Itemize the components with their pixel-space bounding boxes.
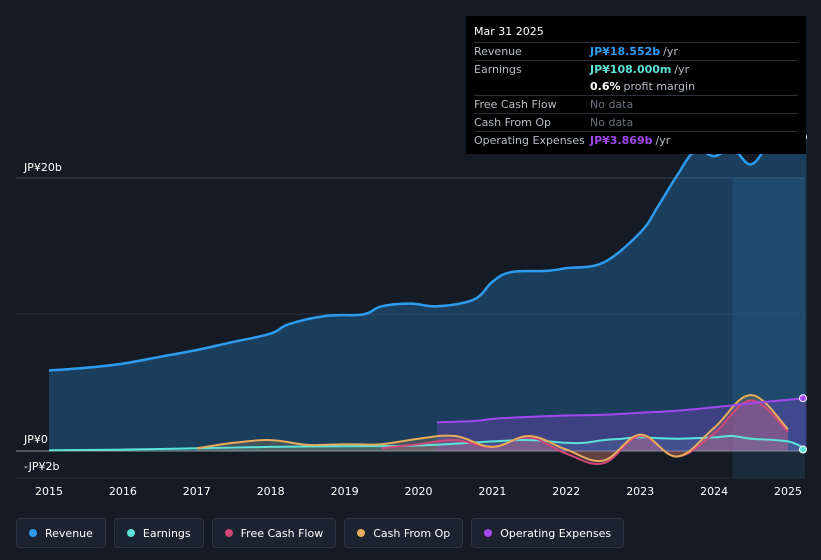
legend-label: Earnings [142, 526, 191, 540]
tooltip-unit: profit margin [623, 80, 696, 93]
x-tick-2024: 2024 [700, 485, 728, 498]
y-tick-zero: JP¥0 [23, 433, 48, 446]
legend-free-cash-flow[interactable]: Free Cash Flow [211, 518, 337, 548]
tooltip-unit: /yr [674, 63, 690, 76]
x-tick-2016: 2016 [109, 485, 137, 498]
forecast-highlight [732, 178, 805, 478]
tooltip-label: Operating Expenses [474, 134, 585, 147]
legend-label: Operating Expenses [500, 526, 612, 540]
x-tick-2017: 2017 [183, 485, 211, 498]
tooltip-value: No data [590, 116, 634, 129]
tooltip-date: Mar 31 2025 [474, 22, 798, 43]
legend-earnings[interactable]: Earnings [113, 518, 204, 548]
tooltip-value: No data [590, 98, 634, 111]
tooltip-label: Free Cash Flow [474, 98, 557, 111]
revenue-area [49, 136, 807, 452]
operating-expenses-end-marker [799, 394, 807, 403]
free-cash-flow-line [381, 399, 789, 465]
legend-label: Revenue [45, 526, 93, 540]
tooltip-row-revenue: Revenue JP¥18.552b /yr [474, 43, 798, 61]
x-tick-2023: 2023 [626, 485, 654, 498]
legend-dot [484, 529, 493, 537]
free-cash-flow-area [381, 400, 788, 465]
legend-dot [357, 529, 366, 537]
legend-dot [126, 529, 135, 537]
tooltip-row-earnings: Earnings JP¥108.000m /yr [474, 61, 798, 78]
tooltip-label: Revenue [474, 45, 522, 58]
tooltip-value: 0.6% [590, 80, 621, 93]
tooltip-value: JP¥108.000m [590, 63, 672, 76]
legend-dot [224, 529, 233, 537]
revenue-line [48, 135, 807, 372]
tooltip-label: Earnings [474, 63, 522, 76]
tooltip-value: JP¥3.869b [590, 134, 653, 147]
tooltip: Mar 31 2025 Revenue JP¥18.552b /yr Earni… [466, 16, 806, 154]
chart: JP¥20b JP¥0 -JP¥2b 2015 2016 2017 2018 2019 2… [16, 133, 807, 498]
x-tick-2021: 2021 [478, 485, 506, 498]
x-tick-2019: 2019 [331, 485, 359, 498]
x-tick-2020: 2020 [405, 485, 433, 498]
x-tick-2015: 2015 [35, 485, 63, 498]
cash-from-op-line [196, 393, 789, 463]
legend-revenue[interactable]: Revenue [16, 518, 106, 548]
operating-expenses-line [436, 397, 807, 424]
tooltip-unit: /yr [655, 134, 671, 147]
legend-cash-from-op[interactable]: Cash From Op [344, 518, 464, 548]
x-tick-2018: 2018 [257, 485, 285, 498]
legend-dot [29, 529, 37, 537]
legend-operating-expenses[interactable]: Operating Expenses [471, 518, 625, 548]
tooltip-label: Cash From Op [474, 116, 552, 129]
tooltip-row-fcf: Free Cash Flow No data [474, 96, 798, 114]
y-tick-bottom: -JP¥2b [24, 460, 59, 473]
legend-label: Free Cash Flow [240, 526, 324, 540]
legend-label: Cash From Op [373, 526, 451, 540]
earnings-end-marker [799, 445, 807, 454]
tooltip-row-margin: 0.6% profit margin [474, 78, 798, 96]
x-tick-2025: 2025 [774, 485, 802, 498]
y-tick-top: JP¥20b [23, 161, 62, 174]
tooltip-unit: /yr [663, 45, 678, 58]
earnings-line [48, 434, 807, 452]
tooltip-row-opex: Operating Expenses JP¥3.869b /yr [474, 132, 798, 149]
tooltip-row-cfo: Cash From Op No data [474, 114, 798, 132]
x-tick-2022: 2022 [552, 485, 580, 498]
tooltip-value: JP¥18.552b [590, 45, 661, 58]
legend: Revenue Earnings Free Cash Flow Cash Fro… [16, 518, 625, 548]
